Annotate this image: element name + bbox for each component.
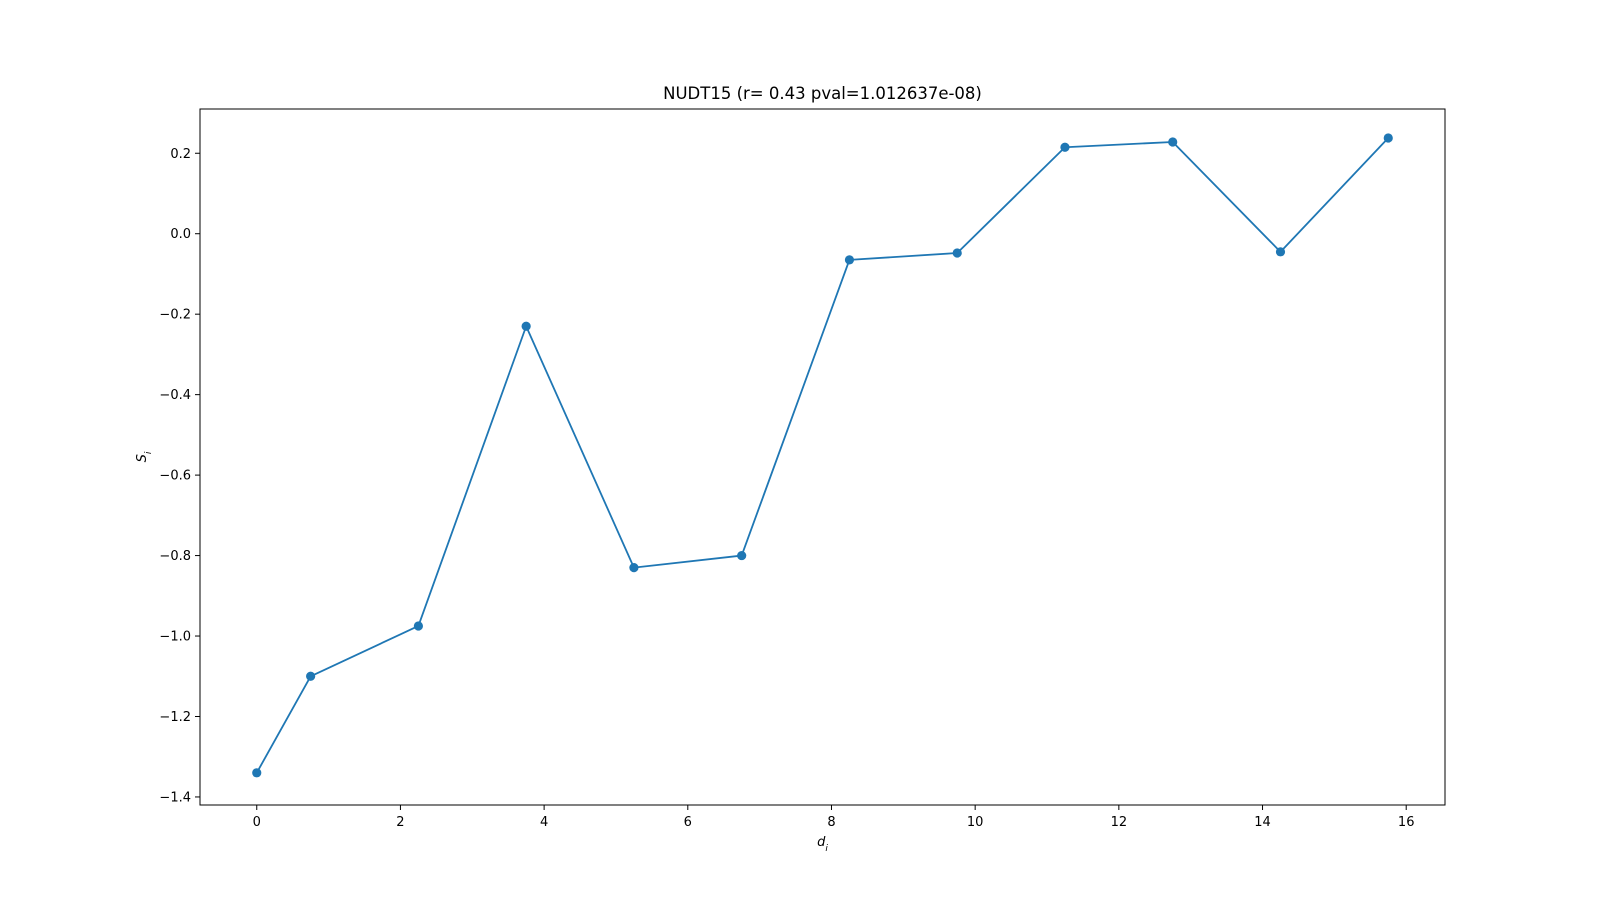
x-tick-label: 0 [253, 815, 261, 830]
y-axis-label-subscript: i [144, 451, 154, 454]
plot-area [252, 133, 1393, 778]
x-axis-ticks: 0 2 4 6 8 10 12 14 16 [253, 805, 1415, 830]
y-tick-label: −0.2 [159, 308, 191, 323]
y-axis-label-main: S [135, 454, 150, 462]
series-line [255, 137, 1389, 774]
data-point [413, 621, 423, 631]
axes-frame [199, 108, 1446, 806]
data-point [737, 550, 747, 561]
y-tick-label: 0.2 [170, 147, 191, 162]
y-tick-label: −0.6 [159, 469, 191, 484]
y-axis-label: Si [135, 451, 154, 462]
data-point [952, 248, 962, 258]
data-point [1383, 133, 1393, 143]
x-tick-label: 14 [1254, 815, 1271, 830]
data-point [252, 768, 262, 778]
y-tick-label: −0.4 [159, 388, 191, 403]
x-tick-label: 8 [827, 815, 835, 830]
data-point [629, 563, 639, 573]
y-tick-label: 0.0 [170, 227, 191, 242]
y-tick-label: −1.0 [159, 630, 191, 645]
data-point [1060, 142, 1070, 152]
data-point [844, 255, 855, 265]
x-axis-label-subscript: i [825, 844, 828, 854]
data-point [521, 321, 531, 331]
data-point [306, 671, 316, 681]
y-tick-label: −0.8 [159, 549, 191, 564]
x-tick-label: 4 [540, 815, 548, 830]
x-tick-label: 12 [1111, 815, 1128, 830]
x-axis-label-main: d [817, 835, 826, 850]
data-point [1168, 137, 1178, 147]
y-tick-label: −1.2 [159, 710, 191, 725]
x-tick-label: 6 [684, 815, 692, 830]
data-point [1275, 247, 1286, 257]
x-tick-label: 16 [1398, 815, 1415, 830]
chart-title: NUDT15 (r= 0.43 pval=1.012637e-08) [663, 84, 982, 103]
x-axis-label: di [817, 835, 828, 854]
y-axis-ticks: 0.2 0.0 −0.2 −0.4 −0.6 −0.8 −1.0 −1.2 −1.4 [159, 147, 200, 805]
x-tick-label: 2 [396, 815, 404, 830]
x-tick-label: 10 [967, 815, 984, 830]
y-tick-label: −1.4 [159, 790, 191, 805]
